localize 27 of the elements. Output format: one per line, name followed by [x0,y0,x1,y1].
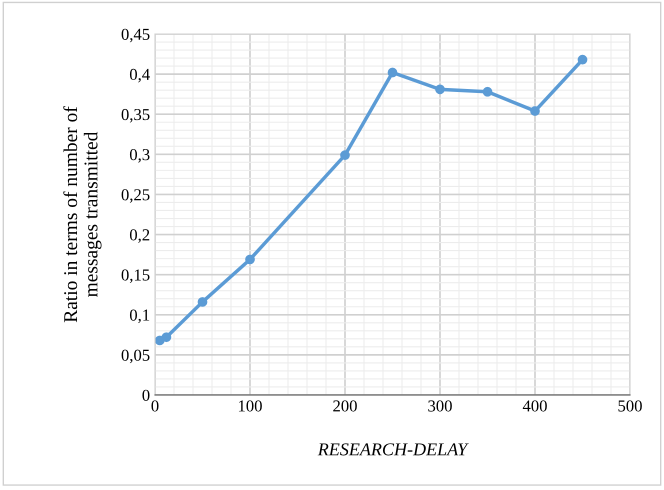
point [530,106,540,116]
x-tick-label: 400 [522,400,547,412]
point [482,86,492,97]
x-tick-label: 200 [333,400,357,412]
y-tick-label: 0,1 [130,309,150,324]
x-tick-label: 100 [238,400,262,412]
y-tick-label: 0,2 [130,229,150,243]
y-tick-label: 0,45 [122,28,150,42]
point [198,297,208,307]
point [162,332,172,342]
point [388,68,398,78]
y-tick-label: 0,25 [122,189,150,203]
y-tick-label: 0 [142,390,150,401]
y-tick-label: 0,15 [122,269,150,284]
point [578,54,588,65]
y-axis-title: Ratio in terms of number of messages transmitted [63,106,102,322]
point [435,84,445,94]
x-axis-title: RESEARCH-DELAY [318,443,469,456]
point [245,254,255,264]
y-tick-label: 0,4 [130,68,150,82]
x-tick-label: 500 [618,400,642,412]
x-tick-label: 0 [151,400,159,412]
x-tick-label: 300 [428,400,452,412]
y-tick-label: 0,35 [122,108,150,123]
point [340,150,350,160]
y-tick-label: 0,05 [122,350,150,364]
y-tick-label: 0,3 [130,149,150,163]
